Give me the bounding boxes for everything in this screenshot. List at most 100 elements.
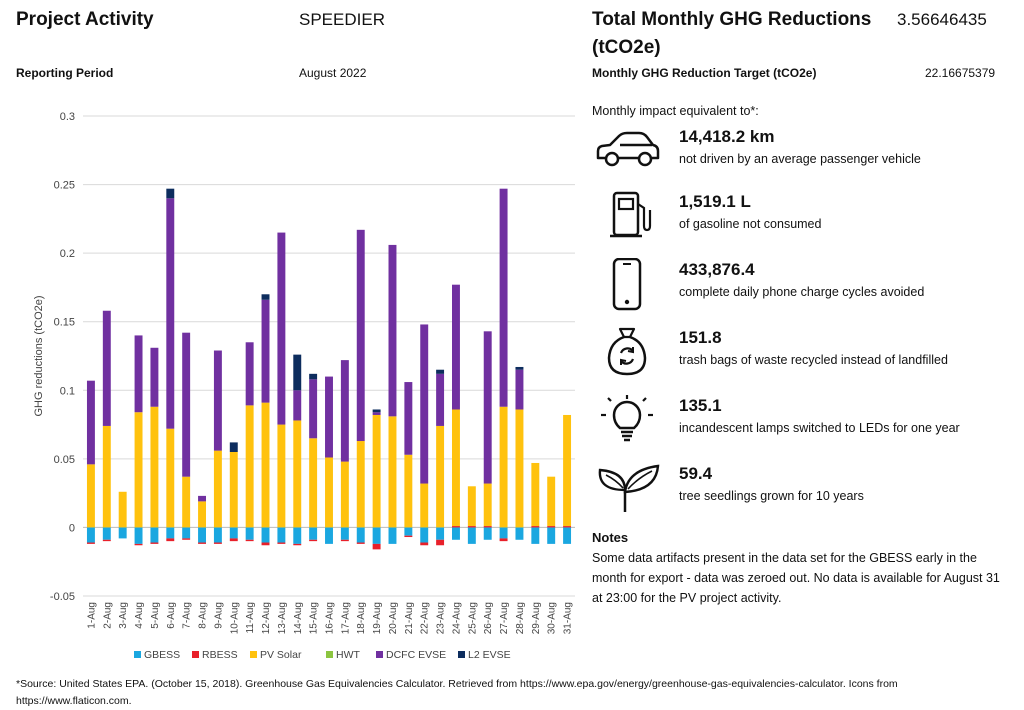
source-footnote: *Source: United States EPA. (October 15,…: [16, 678, 898, 707]
notes-text: Some data artifacts present in the data …: [592, 551, 1000, 605]
x-tick-label: 23-Aug: [436, 602, 447, 634]
bar-segment-gbess: [102, 527, 111, 540]
bar-segment-pv-solar: [436, 425, 445, 528]
fuel-pump-icon: [592, 190, 662, 250]
bar-segment-pv-solar: [563, 414, 572, 527]
chart-y-ticks: -0.05 0 0.05 0.1 0.15 0.2 0.25 0.3: [50, 111, 75, 603]
recycle-bag-icon: [592, 326, 662, 386]
bar-segment-pv-solar: [102, 425, 111, 528]
bar-segment-dcfc-evse: [293, 390, 302, 421]
impact-desc: incandescent lamps switched to LEDs for …: [679, 421, 960, 435]
ghg-chart: -0.05 0 0.05 0.1 0.15 0.2 0.25 0.3 1-Aug 2-Aug 3-…: [33, 111, 575, 661]
target-label: Monthly GHG Reduction Target (tCO2e): [592, 66, 817, 80]
x-tick-label: 10-Aug: [229, 602, 240, 634]
x-tick-label: 16-Aug: [325, 602, 336, 634]
legend-label: GBESS: [144, 649, 180, 661]
impact-value: 59.4: [679, 464, 713, 483]
total-reductions-value: 3.56646435: [897, 10, 987, 29]
bar-segment-dcfc-evse: [261, 299, 270, 403]
bar-segment-pv-solar: [229, 452, 238, 528]
bar-segment-dcfc-evse: [340, 360, 349, 462]
bar-segment-dcfc-evse: [102, 310, 111, 426]
legend-swatch: [250, 651, 257, 658]
legend-swatch: [326, 651, 333, 658]
total-reductions-label-line1: Total Monthly GHG Reductions: [592, 9, 872, 30]
impact-intro: Monthly impact equivalent to*:: [592, 104, 759, 118]
bar-segment-gbess: [420, 527, 429, 543]
x-tick-label: 26-Aug: [483, 602, 494, 634]
bar-segment-pv-solar: [293, 420, 302, 528]
bar-segment-rbess: [372, 543, 381, 550]
bar-segment-dcfc-evse: [213, 350, 222, 451]
reporting-period-value: August 2022: [299, 66, 367, 80]
car-icon: [592, 125, 662, 185]
bar-segment-gbess: [404, 527, 413, 536]
bar-segment-gbess: [483, 527, 492, 540]
x-tick-label: 17-Aug: [340, 602, 351, 634]
bar-segment-dcfc-evse: [356, 229, 365, 442]
bar-segment-pv-solar: [340, 461, 349, 528]
bar-segment-rbess: [420, 542, 429, 546]
x-tick-label: 3-Aug: [118, 602, 129, 629]
bar-segment-rbess: [182, 538, 191, 540]
bar-segment-pv-solar: [166, 428, 175, 528]
seedling-icon: [592, 462, 662, 522]
bar-segment-gbess: [515, 527, 524, 540]
impact-desc: not driven by an average passenger vehic…: [679, 152, 921, 166]
x-tick-label: 25-Aug: [467, 602, 478, 634]
bar-segment-pv-solar: [420, 483, 429, 528]
bar-segment-pv-solar: [404, 454, 413, 528]
bar-segment-pv-solar: [150, 406, 159, 528]
x-tick-label: 9-Aug: [213, 602, 224, 629]
impact-desc: tree seedlings grown for 10 years: [679, 489, 864, 503]
bar-segment-pv-solar: [467, 486, 476, 527]
x-tick-label: 22-Aug: [420, 602, 431, 634]
project-activity-value: SPEEDIER: [299, 10, 385, 29]
bar-segment-dcfc-evse: [499, 188, 508, 407]
bar-segment-pv-solar: [372, 414, 381, 528]
x-tick-label: 31-Aug: [563, 602, 574, 634]
reporting-period-label: Reporting Period: [16, 66, 114, 80]
x-tick-label: 11-Aug: [245, 602, 256, 634]
bar-segment-l2-evse: [261, 294, 270, 300]
bar-segment-dcfc-evse: [198, 495, 206, 502]
x-tick-label: 24-Aug: [451, 602, 462, 634]
bar-segment-l2-evse: [166, 188, 175, 199]
bar-segment-gbess: [293, 527, 302, 544]
chart-x-ticks: 1-Aug 2-Aug 3-Aug 4-Aug 5-Aug 6-Aug 7-Aug 8-Aug…: [86, 602, 573, 634]
bar-segment-rbess: [86, 542, 95, 544]
bar-segment-dcfc-evse: [404, 382, 413, 455]
bar-segment-gbess: [261, 527, 270, 543]
bar-segment-gbess: [388, 527, 397, 544]
bar-segment-pv-solar: [86, 464, 95, 528]
bar-segment-pv-solar: [515, 409, 524, 528]
light-bulb-icon: [592, 394, 662, 454]
bar-segment-gbess: [182, 527, 191, 539]
bar-segment-gbess: [198, 527, 206, 543]
bar-segment-dcfc-evse: [515, 369, 524, 410]
y-tick-label: 0.05: [54, 454, 75, 466]
bar-segment-pv-solar: [531, 462, 540, 527]
y-tick-label: 0: [69, 522, 75, 534]
impact-item-fuel: 1,519.1 L of gasoline not consumed: [592, 190, 1012, 252]
bar-segment-gbess: [372, 527, 381, 544]
x-tick-label: 20-Aug: [388, 602, 399, 634]
legend-swatch: [458, 651, 465, 658]
bar-segment-rbess: [483, 526, 492, 528]
bar-segment-gbess: [436, 527, 445, 540]
legend-label: DCFC EVSE: [386, 649, 446, 661]
bar-segment-gbess: [166, 527, 175, 539]
bar-segment-pv-solar: [309, 438, 318, 528]
impact-value: 135.1: [679, 396, 722, 415]
bar-segment-rbess: [436, 539, 445, 546]
bar-segment-pv-solar: [325, 457, 333, 528]
bar-segment-rbess: [340, 539, 349, 542]
impact-value: 1,519.1 L: [679, 192, 751, 211]
bar-segment-pv-solar: [483, 483, 492, 527]
bar-segment-dcfc-evse: [277, 232, 286, 425]
impact-item-phone: 433,876.4 complete daily phone charge cy…: [592, 257, 1012, 320]
impact-desc: trash bags of waste recycled instead of …: [679, 353, 948, 367]
bar-segment-gbess: [563, 527, 572, 544]
bar-segment-gbess: [118, 527, 127, 539]
x-tick-label: 8-Aug: [198, 602, 209, 629]
